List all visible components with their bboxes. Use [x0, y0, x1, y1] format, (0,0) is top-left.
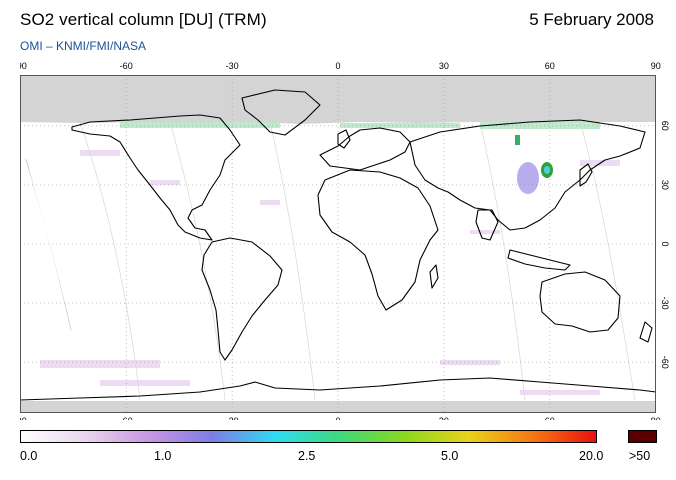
so2-world-map: -150-120-90-60-300306090120150 -150-120-… [20, 60, 676, 420]
lon-tick-label: -30 [226, 61, 239, 71]
lon-ticks-bottom: -150-120-90-60-300306090120150 [20, 416, 661, 420]
lat-tick-label: 60 [660, 121, 670, 131]
coastlines [20, 89, 657, 401]
coast-british-isles [337, 129, 351, 149]
lon-tick-label: 90 [651, 61, 661, 71]
lat-tick-label: 0 [660, 241, 670, 246]
coast-australia [539, 271, 621, 333]
map-frame [20, 75, 656, 413]
lat-tick-label: -30 [660, 297, 670, 310]
lat-ticks-right: 60 30 0 -30 -60 [660, 121, 670, 369]
coast-madagascar [429, 264, 439, 289]
colorbar-overflow-label: >50 [629, 449, 651, 463]
coast-greenland [241, 89, 321, 136]
lon-tick-label: -30 [226, 416, 239, 420]
lon-tick-label: -60 [120, 61, 133, 71]
coast-africa [317, 169, 439, 311]
map-title: SO2 vertical column [DU] (TRM) [20, 10, 267, 29]
lon-tick-label: -90 [20, 416, 27, 420]
no-data-swath-gap [25, 158, 72, 332]
colorbar-label-1: 1.0 [154, 449, 172, 463]
overflow-color-box [628, 430, 657, 443]
lon-tick-label: 30 [439, 416, 449, 420]
coast-south-america [201, 237, 283, 361]
lon-tick-label: 60 [545, 416, 555, 420]
map-date: 5 February 2008 [529, 10, 654, 29]
colorbar-label-0: 0.0 [20, 449, 38, 463]
lon-tick-label: -90 [20, 61, 27, 71]
coast-indonesia [507, 249, 571, 271]
lon-ticks-top: -150-120-90-60-300306090120150 [20, 61, 661, 71]
lon-tick-label: 30 [439, 61, 449, 71]
so2-hotspot-china [515, 135, 553, 194]
lat-tick-label: -60 [660, 356, 670, 369]
colorbar-label-2: 2.5 [298, 449, 316, 463]
lon-tick-label: 60 [545, 61, 555, 71]
coast-antarctica [20, 377, 657, 401]
data-credit: OMI – KNMI/FMI/NASA [20, 39, 147, 53]
coast-new-zealand [639, 321, 653, 343]
coast-north-america [71, 114, 241, 241]
colorbar-label-4: 20.0 [579, 449, 604, 463]
coast-asia [409, 119, 646, 231]
lat-tick-label: 30 [660, 180, 670, 190]
coast-india [475, 209, 499, 241]
lon-tick-label: 0 [335, 416, 340, 420]
coast-japan [579, 163, 593, 187]
colorbar-label-3: 5.0 [441, 449, 459, 463]
lon-tick-label: 0 [335, 61, 340, 71]
lon-tick-label: -60 [120, 416, 133, 420]
so2-colorbar [20, 430, 597, 443]
lon-tick-label: 90 [651, 416, 661, 420]
orbit-tracks [79, 121, 636, 401]
